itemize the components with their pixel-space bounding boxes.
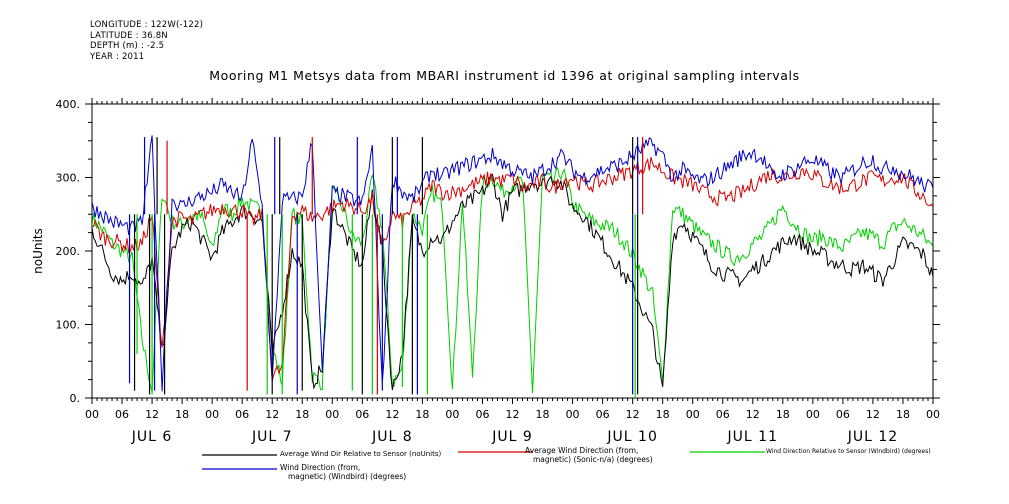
x-tick-label: 00 [686,408,700,421]
x-tick-label: 18 [175,408,189,421]
latitude-text: LATITUDE : 36.8N [90,30,168,41]
series-line-1 [92,173,933,391]
y-tick-label: 0. [70,392,81,405]
y-tick-label: 200. [56,245,81,258]
x-tick-label: 06 [115,408,129,421]
x-tick-label: 18 [776,408,790,421]
legend: Average Wind Dir Relative to Sensor (noU… [202,446,931,481]
x-tick-label: 06 [596,408,610,421]
x-tick-label: 00 [806,408,820,421]
x-tick-label: 18 [415,408,429,421]
depth-text: DEPTH (m) : -2.5 [90,41,165,51]
x-tick-label: 12 [626,408,640,421]
legend-label: magnetic) (Sonic-n/a) (degrees) [533,455,653,464]
x-tick-label: 12 [385,408,399,421]
x-day-label: JUL 8 [371,429,413,445]
x-day-label: JUL 12 [847,429,898,445]
x-tick-label: 00 [926,408,940,421]
y-axis-label: noUnits [31,228,45,274]
legend-label: Wind Direction Relative to Sensor (Windb… [766,448,931,455]
x-tick-label: 06 [355,408,369,421]
series-line-3 [92,166,933,394]
x-day-label: JUL 9 [491,429,533,445]
x-tick-label: 12 [866,408,880,421]
y-tick-label: 100. [56,319,81,332]
metadata-block: LONGITUDE : 122W(-122) LATITUDE : 36.8N … [90,20,203,62]
x-day-label: JUL 6 [131,429,173,445]
chart-title: Mooring M1 Metsys data from MBARI instru… [209,68,800,83]
x-tick-label: 12 [506,408,520,421]
x-tick-label: 00 [566,408,580,421]
legend-label: Wind Direction (from, [280,463,360,472]
legend-label: magnetic) (Windbird) (degrees) [288,472,406,481]
minor-hour-ticks [91,98,934,404]
x-tick-label: 12 [145,408,159,421]
x-tick-label: 06 [836,408,850,421]
x-tick-label: 06 [235,408,249,421]
series-lines [92,135,933,398]
x-tick-label: 18 [295,408,309,421]
x-tick-label: 06 [716,408,730,421]
series-line-4 [92,135,933,392]
y-tick-label: 400. [56,98,81,111]
x-tick-label: 12 [746,408,760,421]
x-tick-label: 00 [85,408,99,421]
legend-label: Average Wind Direction (from, [525,446,638,455]
x-tick-label: 00 [205,408,219,421]
series-line-2 [92,156,933,381]
x-tick-label: 06 [475,408,489,421]
x-day-label: JUL 7 [251,429,293,445]
y-tick-label: 300. [56,172,81,185]
x-tick-label: 12 [265,408,279,421]
x-day-label: JUL 10 [606,429,657,445]
legend-label: Average Wind Dir Relative to Sensor (noU… [280,450,441,458]
x-tick-label: 18 [896,408,910,421]
y-axis-ticks [85,103,940,399]
x-tick-label: 00 [445,408,459,421]
x-tick-label: 00 [325,408,339,421]
x-tick-label: 18 [536,408,550,421]
longitude-text: LONGITUDE : 122W(-122) [90,20,204,30]
x-day-label: JUL 11 [727,429,778,445]
x-tick-label: 18 [656,408,670,421]
year-text: YEAR : 2011 [90,51,145,62]
